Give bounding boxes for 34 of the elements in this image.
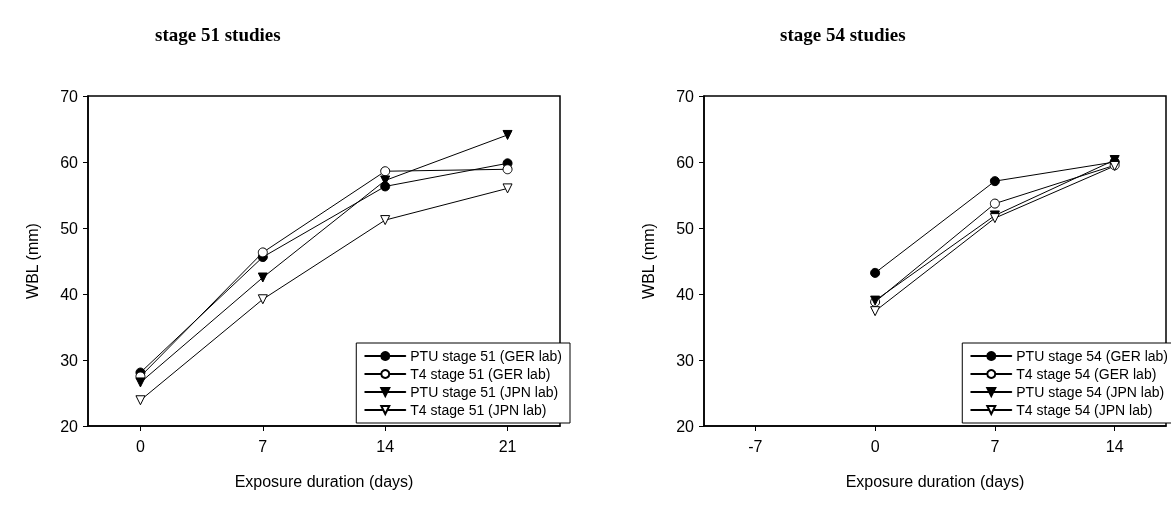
legend-label: PTU stage 51 (GER lab) [410,348,563,364]
x-tick-label: 21 [498,437,517,455]
y-tick-label: 50 [676,219,695,237]
chart-title: stage 54 studies [780,24,906,45]
chart-title: stage 51 studies [155,24,281,45]
x-axis-title: Exposure duration (days) [845,472,1025,490]
y-tick-label: 30 [676,351,695,369]
x-tick-label: 7 [990,437,1000,455]
y-tick-label: 20 [60,417,79,435]
legend-label: PTU stage 54 (JPN lab) [1016,384,1165,400]
legend-label: PTU stage 51 (JPN lab) [410,384,559,400]
y-tick-label: 40 [676,285,695,303]
y-tick-label: 30 [60,351,79,369]
legend-label: T4 stage 54 (GER lab) [1016,366,1157,382]
x-tick-label: -7 [748,437,763,455]
x-tick-label: 14 [1105,437,1124,455]
y-axis-title: WBL (mm) [639,223,657,299]
y-tick-label: 70 [676,87,695,105]
y-tick-label: 60 [676,153,695,171]
x-tick-label: 7 [258,437,268,455]
y-axis-title: WBL (mm) [23,223,41,299]
x-tick-label: 0 [135,437,145,455]
x-axis-title: Exposure duration (days) [234,472,414,490]
x-tick-label: 14 [376,437,395,455]
legend-label: PTU stage 54 (GER lab) [1016,348,1169,364]
y-tick-label: 40 [60,285,79,303]
legend-label: T4 stage 54 (JPN lab) [1016,402,1153,418]
legend-label: T4 stage 51 (GER lab) [410,366,551,382]
y-tick-label: 20 [676,417,695,435]
y-tick-label: 60 [60,153,79,171]
y-tick-label: 70 [60,87,79,105]
legend-label: T4 stage 51 (JPN lab) [410,402,547,418]
x-tick-label: 0 [870,437,880,455]
y-tick-label: 50 [60,219,79,237]
